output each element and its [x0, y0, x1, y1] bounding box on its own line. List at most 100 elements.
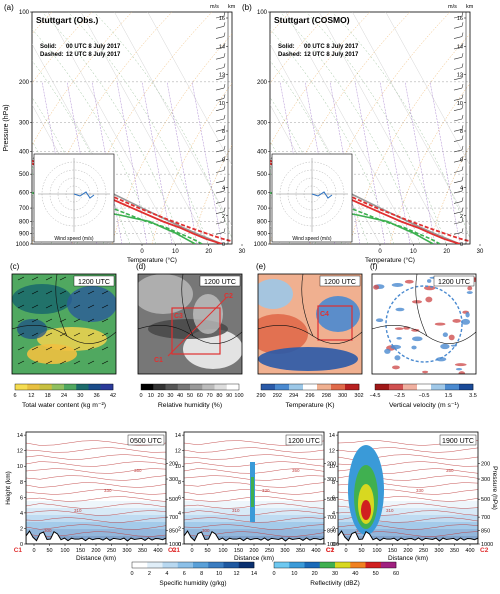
colorbar-swatch: [208, 562, 224, 568]
km-tick-label: 16: [457, 16, 463, 22]
legend-dashed-label: Dashed:: [40, 52, 64, 58]
height-tick-label: 10: [17, 464, 23, 470]
colorbar-swatch: [27, 384, 40, 390]
pressure-tick-label: 300: [257, 121, 268, 127]
colorbar-tick: −4.5: [370, 393, 381, 399]
colorbar-swatch: [153, 384, 166, 390]
pressure-tick-label: 500: [169, 497, 178, 503]
colorbar-swatch: [381, 562, 397, 568]
colorbar-tick: 24: [61, 393, 67, 399]
x-tick-label: 50: [204, 548, 210, 554]
panel-title: Stuttgart (COSMO): [274, 15, 350, 25]
cross-colorbar-1: 0 10 20 30 40 50 60Reflectivity (dBZ): [272, 562, 399, 587]
temp-tick-label: 20: [443, 249, 450, 255]
colorbar-swatch: [459, 384, 473, 390]
panel-letter: (f): [370, 262, 378, 271]
velocity-cell: [411, 346, 416, 350]
colorbar-tick: 30: [332, 571, 338, 577]
colorbar-swatch: [305, 562, 321, 568]
velocity-cell: [412, 336, 423, 341]
height-tick-label: 4: [332, 511, 335, 517]
colorbar-swatch: [303, 384, 317, 390]
colorbar-tick: 20: [158, 393, 164, 399]
map-panel-0: (c)1200 UTC6 12 18 24 30 36 42Total water cont…: [10, 262, 117, 409]
x-tick-label: 100: [60, 548, 69, 554]
pressure-tick-label: 500: [19, 172, 30, 178]
colorbar-tick: 1.5: [445, 393, 453, 399]
map-content: C2 C3 C1: [133, 274, 243, 374]
time-label: 1200 UTC: [438, 279, 470, 286]
box-label: C3: [174, 313, 183, 320]
time-label: 1900 UTC: [442, 438, 474, 445]
unit-ms-label: m/s: [448, 4, 457, 10]
colorbar-swatch: [366, 562, 382, 568]
colorbar-tick: 2: [148, 571, 151, 577]
pressure-tick-label: 300: [481, 477, 490, 483]
km-tick-label: 8: [222, 129, 225, 135]
colorbar-tick: 90: [226, 393, 232, 399]
colorbar-label: Vertical velocity (m s⁻¹): [389, 402, 459, 409]
velocity-cell: [427, 279, 431, 283]
colorbar-swatch: [190, 384, 203, 390]
endpoint-label: C1: [326, 547, 335, 554]
km-tick-label: 14: [219, 44, 225, 50]
x-tick-label: 350: [138, 548, 147, 554]
height-tick-label: 6: [178, 495, 181, 501]
colorbar-swatch: [178, 384, 191, 390]
hodograph-label: Wind speed (m/s): [292, 236, 332, 242]
time-label: 1200 UTC: [204, 279, 236, 286]
unit-km-label: km: [228, 4, 236, 10]
x-tick-label: 100: [372, 548, 381, 554]
x-tick-label: 200: [403, 548, 412, 554]
colorbar-tick: −2.5: [394, 393, 405, 399]
km-tick-label: 10: [219, 101, 225, 107]
legend-dashed-value: 12 UTC 8 July 2017: [304, 52, 359, 58]
x-tick-label: 100: [218, 548, 227, 554]
height-tick-label: 0: [20, 542, 23, 548]
colorbar-swatch: [345, 384, 359, 390]
height-tick-label: 14: [175, 433, 181, 439]
panel-letter: (b): [242, 3, 252, 12]
height-tick-label: 12: [17, 449, 23, 455]
colorbar-tick: 3.5: [469, 393, 477, 399]
field-blob: [193, 294, 223, 334]
pressure-tick-label: 500: [257, 172, 268, 178]
cross-panel-2: (i)3003103303501900 UTC05010015020025030…: [326, 432, 494, 562]
reflectivity-core: [251, 477, 254, 507]
km-tick-label: 6: [222, 157, 225, 163]
pressure-tick-label: 1000: [254, 242, 268, 248]
colorbar-swatch: [239, 562, 255, 568]
colorbar-tick: 12: [28, 393, 34, 399]
cross-panel-1: (h)3003103303501200 UTC05010015020025030…: [172, 432, 340, 562]
pressure-tick-label: 700: [257, 206, 268, 212]
cross-content: 300310330350: [184, 432, 324, 544]
pressure-tick-label: 200: [481, 461, 490, 467]
contour-label: 330: [416, 488, 424, 493]
colorbar-swatch: [227, 384, 240, 390]
map-content: [372, 274, 478, 376]
km-tick-label: 6: [460, 157, 463, 163]
colorbar-tick: 12: [234, 571, 240, 577]
velocity-cell: [405, 280, 414, 284]
time-label: 1200 UTC: [78, 279, 110, 286]
x-tick-label: 250: [419, 548, 428, 554]
colorbar-swatch: [317, 384, 331, 390]
pressure-tick-label: 300: [169, 477, 178, 483]
colorbar-swatch: [275, 384, 289, 390]
velocity-cell: [392, 283, 404, 287]
box-label: C2: [224, 293, 233, 300]
humidity-layer: [26, 515, 166, 522]
height-tick-label: 2: [20, 526, 23, 532]
colorbar-tick: 294: [289, 393, 298, 399]
legend-dashed-label: Dashed:: [278, 52, 302, 58]
velocity-cell: [373, 285, 379, 290]
pressure-tick-label: 100: [257, 10, 268, 16]
km-tick-label: 16: [219, 16, 225, 22]
temp-tick-label: 30: [477, 249, 484, 255]
colorbar-tick: 8: [200, 571, 203, 577]
colorbar-swatch: [431, 384, 445, 390]
temp-tick-label: 20: [205, 249, 212, 255]
panel-letter: (e): [256, 262, 266, 271]
colorbar-tick: 80: [216, 393, 222, 399]
contour-label: 300: [202, 528, 210, 533]
